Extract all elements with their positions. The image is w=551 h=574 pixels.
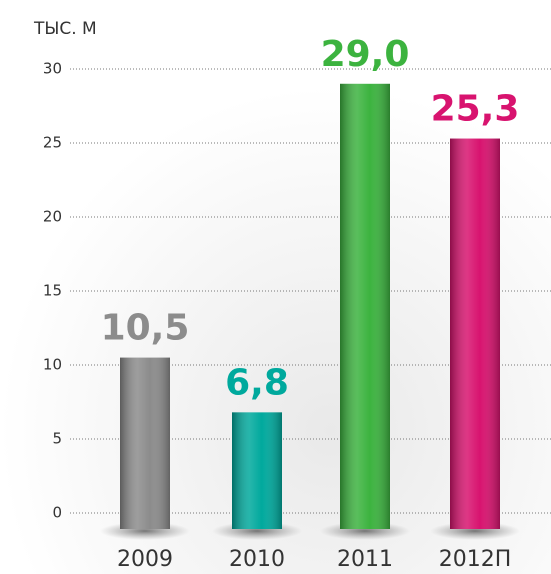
value-label: 29,0 (321, 34, 410, 75)
bar-shading (120, 357, 170, 529)
value-label: 25,3 (431, 89, 520, 130)
value-label: 6,8 (225, 362, 289, 403)
y-tick-label: 25 (43, 134, 62, 152)
x-tick-label: 2011 (337, 547, 393, 572)
y-tick-label: 15 (43, 282, 62, 300)
x-tick-label: 2010 (229, 547, 285, 572)
bar-shading (450, 138, 500, 529)
y-tick-label: 10 (43, 356, 62, 374)
x-tick-label: 2009 (117, 547, 173, 572)
value-label: 10,5 (101, 308, 190, 349)
bar-shading (232, 412, 282, 529)
y-tick-label: 30 (43, 60, 62, 78)
y-tick-label: 5 (52, 430, 62, 448)
y-tick-label: 0 (52, 504, 62, 522)
x-tick-label: 2012П (439, 547, 512, 572)
y-axis-label: ТЫС. М (33, 19, 97, 39)
bar-shading (340, 83, 390, 530)
y-tick-label: 20 (43, 208, 62, 226)
